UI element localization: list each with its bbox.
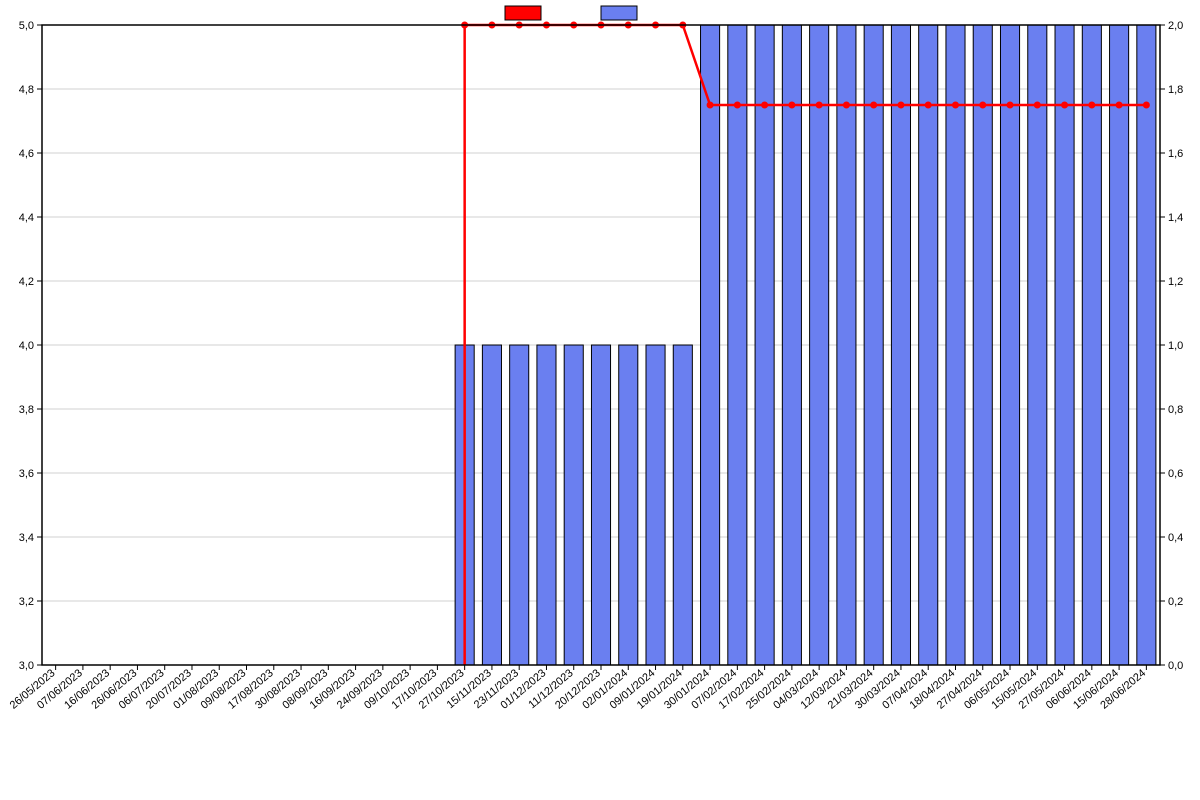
y-left-tick-label: 3,6 (19, 468, 34, 480)
y-axis-left: 3,0 3,2 3,4 3,6 3,8 4,0 4,2 4,4 4,6 4,8 5,0 (19, 20, 42, 672)
y-left-tick-label: 4,0 (19, 340, 34, 352)
y-right-tick-label: 1,8 (1168, 84, 1183, 96)
line-marker (707, 102, 713, 108)
bar (1082, 25, 1101, 665)
y-left-tick-label: 5,0 (19, 20, 34, 32)
bar (619, 345, 638, 665)
line-marker (980, 102, 986, 108)
line-marker (1007, 102, 1013, 108)
line-marker (1089, 102, 1095, 108)
y-left-tick-label: 3,8 (19, 404, 34, 416)
x-axis: 26/05/202307/06/202316/06/202326/06/2023… (8, 665, 1149, 712)
bar (537, 345, 556, 665)
bar (728, 25, 747, 665)
bar (1000, 25, 1019, 665)
y-axis-right: 0,0 0,2 0,4 0,6 0,8 1,0 1,2 1,4 1,6 1,8 2,0 (1160, 20, 1183, 672)
chart-container: { "chart": { "type": "combo-bar-line", "… (0, 0, 1200, 800)
bar (946, 25, 965, 665)
y-left-tick-label: 4,6 (19, 148, 34, 160)
y-left-tick-label: 4,4 (19, 212, 34, 224)
bar (564, 345, 583, 665)
y-right-tick-label: 2,0 (1168, 20, 1183, 32)
y-right-tick-label: 1,4 (1168, 212, 1183, 224)
line-marker (1116, 102, 1122, 108)
legend-swatch-line (505, 6, 541, 20)
bar (646, 345, 665, 665)
bar (1028, 25, 1047, 665)
y-right-tick-label: 0,8 (1168, 404, 1183, 416)
line-marker (843, 102, 849, 108)
bar (673, 345, 692, 665)
bar (837, 25, 856, 665)
bar (810, 25, 829, 665)
y-left-tick-label: 3,0 (19, 660, 34, 672)
line-marker (1034, 102, 1040, 108)
bar (782, 25, 801, 665)
legend (505, 6, 637, 20)
bar (864, 25, 883, 665)
line-marker (789, 102, 795, 108)
line-marker (734, 102, 740, 108)
y-left-tick-label: 4,8 (19, 84, 34, 96)
y-right-tick-label: 0,2 (1168, 596, 1183, 608)
bar (1110, 25, 1129, 665)
y-right-tick-label: 1,2 (1168, 276, 1183, 288)
bar (973, 25, 992, 665)
y-left-tick-label: 3,2 (19, 596, 34, 608)
bar (1137, 25, 1156, 665)
line-marker (925, 102, 931, 108)
y-right-tick-label: 0,6 (1168, 468, 1183, 480)
legend-swatch-bar (601, 6, 637, 20)
bar (891, 25, 910, 665)
y-right-tick-label: 0,0 (1168, 660, 1183, 672)
bar (510, 345, 529, 665)
bar (701, 25, 720, 665)
y-left-tick-label: 3,4 (19, 532, 34, 544)
line-marker (952, 102, 958, 108)
bar (1055, 25, 1074, 665)
line-marker (1062, 102, 1068, 108)
bar (591, 345, 610, 665)
line-marker (762, 102, 768, 108)
y-right-tick-label: 0,4 (1168, 532, 1183, 544)
bar (755, 25, 774, 665)
line-marker (898, 102, 904, 108)
line-marker (871, 102, 877, 108)
bar (482, 345, 501, 665)
chart-svg: 3,03,23,43,63,84,04,24,44,64,85,00,00,20… (0, 0, 1200, 800)
bar (919, 25, 938, 665)
line-marker (816, 102, 822, 108)
y-right-tick-label: 1,6 (1168, 148, 1183, 160)
y-left-tick-label: 4,2 (19, 276, 34, 288)
y-right-tick-label: 1,0 (1168, 340, 1183, 352)
line-marker (1143, 102, 1149, 108)
